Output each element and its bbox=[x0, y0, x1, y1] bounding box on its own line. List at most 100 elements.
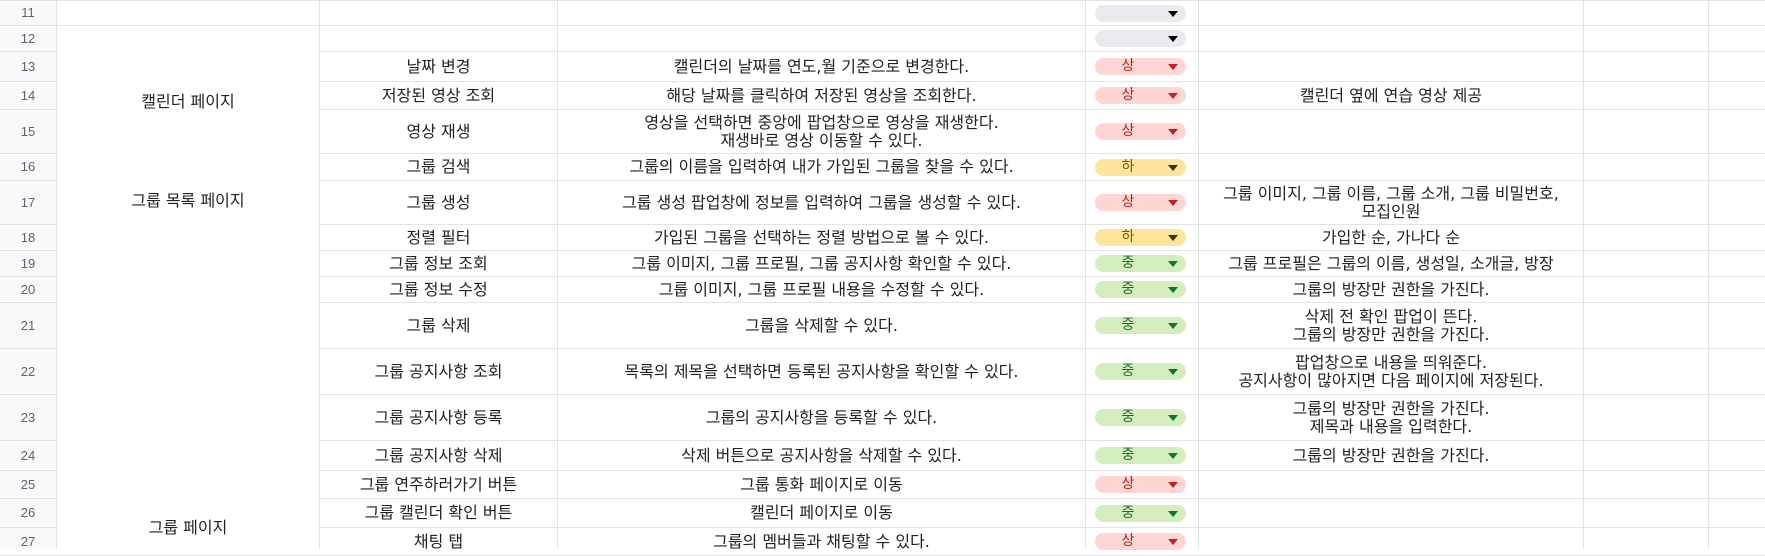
feature-cell[interactable]: 그룹 삭제 bbox=[320, 303, 557, 348]
row-divider bbox=[0, 440, 1765, 441]
description-cell[interactable]: 그룹 통화 페이지로 이동 bbox=[558, 471, 1085, 498]
feature-cell[interactable]: 저장된 영상 조회 bbox=[320, 82, 557, 109]
row-number[interactable]: 16 bbox=[20, 159, 36, 174]
description-cell[interactable]: 삭제 버튼으로 공지사항을 삭제할 수 있다. bbox=[558, 441, 1085, 470]
note-cell[interactable]: 그룹의 방장만 권한을 가진다. 제목과 내용을 입력한다. bbox=[1199, 395, 1583, 440]
description-cell[interactable]: 그룹 생성 팝업창에 정보를 입력하여 그룹을 생성할 수 있다. bbox=[558, 181, 1085, 224]
description-cell-line: 그룹 생성 팝업창에 정보를 입력하여 그룹을 생성할 수 있다. bbox=[621, 192, 1022, 212]
description-cell[interactable]: 그룹 이미지, 그룹 프로필, 그룹 공지사항 확인할 수 있다. bbox=[558, 251, 1085, 276]
description-cell[interactable]: 영상을 선택하면 중앙에 팝업창으로 영상을 재생한다. 재생바로 영상 이동할 … bbox=[558, 110, 1085, 153]
row-number[interactable]: 18 bbox=[20, 230, 36, 245]
description-cell[interactable]: 그룹을 삭제할 수 있다. bbox=[558, 303, 1085, 348]
triangle-down-icon bbox=[1168, 93, 1178, 99]
feature-cell[interactable]: 날짜 변경 bbox=[320, 52, 557, 81]
row-number[interactable]: 27 bbox=[20, 534, 36, 549]
priority-dropdown[interactable]: 중 bbox=[1095, 409, 1186, 426]
row-number[interactable]: 15 bbox=[20, 124, 36, 139]
priority-dropdown[interactable]: 상 bbox=[1095, 533, 1186, 550]
priority-value: 중 bbox=[1121, 317, 1135, 333]
feature-cell[interactable]: 그룹 공지사항 등록 bbox=[320, 395, 557, 440]
row-divider bbox=[0, 498, 1765, 499]
note-cell[interactable]: 캘린더 옆에 연습 영상 제공 bbox=[1199, 82, 1583, 109]
description-cell[interactable]: 캘린더 페이지로 이동 bbox=[558, 499, 1085, 527]
priority-dropdown[interactable]: 중 bbox=[1095, 317, 1186, 334]
priority-dropdown[interactable]: 상 bbox=[1095, 194, 1186, 211]
row-number[interactable]: 22 bbox=[20, 364, 36, 379]
priority-value: 중 bbox=[1121, 363, 1135, 379]
feature-cell[interactable]: 그룹 정보 수정 bbox=[320, 277, 557, 302]
note-cell[interactable]: 팝업창으로 내용을 띄워준다. 공지사항이 많아지면 다음 페이지에 저장된다. bbox=[1199, 349, 1583, 394]
row-number[interactable]: 11 bbox=[21, 5, 35, 20]
row-number[interactable]: 23 bbox=[20, 410, 36, 425]
note-cell[interactable]: 그룹 프로필은 그룹의 이름, 생성일, 소개글, 방장 bbox=[1199, 251, 1583, 276]
description-cell[interactable]: 해당 날짜를 클릭하여 저장된 영상을 조회한다. bbox=[558, 82, 1085, 109]
description-cell[interactable]: 가입된 그룹을 선택하는 정렬 방법으로 볼 수 있다. bbox=[558, 225, 1085, 250]
priority-value: 중 bbox=[1121, 505, 1135, 521]
priority-dropdown[interactable] bbox=[1095, 5, 1186, 22]
description-cell[interactable]: 그룹 이미지, 그룹 프로필 내용을 수정할 수 있다. bbox=[558, 277, 1085, 302]
row-number[interactable]: 25 bbox=[20, 477, 36, 492]
row-divider bbox=[0, 25, 1765, 26]
priority-value: 중 bbox=[1121, 281, 1135, 297]
feature-cell[interactable]: 그룹 공지사항 삭제 bbox=[320, 441, 557, 470]
row-number[interactable]: 13 bbox=[20, 59, 36, 74]
row-number[interactable]: 24 bbox=[20, 448, 36, 463]
note-cell-line: 그룹의 방장만 권한을 가진다. bbox=[1292, 279, 1490, 299]
feature-label: 그룹 삭제 bbox=[406, 315, 471, 335]
feature-label: 그룹 공지사항 조회 bbox=[374, 361, 503, 381]
priority-dropdown[interactable]: 중 bbox=[1095, 505, 1186, 522]
priority-dropdown[interactable]: 중 bbox=[1095, 281, 1186, 298]
triangle-down-icon bbox=[1168, 511, 1178, 517]
priority-value: 상 bbox=[1121, 87, 1135, 103]
priority-dropdown[interactable]: 중 bbox=[1095, 447, 1186, 464]
feature-cell[interactable]: 그룹 정보 조회 bbox=[320, 251, 557, 276]
priority-dropdown[interactable]: 상 bbox=[1095, 123, 1186, 140]
note-cell-line: 그룹의 방장만 권한을 가진다. bbox=[1292, 324, 1490, 344]
feature-cell[interactable]: 그룹 캘린더 확인 버튼 bbox=[320, 499, 557, 527]
feature-cell[interactable]: 정렬 필터 bbox=[320, 225, 557, 250]
priority-dropdown[interactable]: 하 bbox=[1095, 229, 1186, 246]
row-number[interactable]: 14 bbox=[20, 88, 36, 103]
triangle-down-icon bbox=[1168, 261, 1178, 267]
description-cell-line: 그룹을 삭제할 수 있다. bbox=[745, 315, 898, 335]
description-cell-line: 해당 날짜를 클릭하여 저장된 영상을 조회한다. bbox=[666, 85, 977, 105]
feature-label: 그룹 생성 bbox=[406, 192, 471, 212]
description-cell[interactable]: 그룹의 공지사항을 등록할 수 있다. bbox=[558, 395, 1085, 440]
note-cell[interactable]: 그룹 이미지, 그룹 이름, 그룹 소개, 그룹 비밀번호, 모집인원 bbox=[1199, 181, 1583, 224]
note-cell[interactable]: 그룹의 방장만 권한을 가진다. bbox=[1199, 277, 1583, 302]
note-cell[interactable]: 삭제 전 확인 팝업이 뜬다. 그룹의 방장만 권한을 가진다. bbox=[1199, 303, 1583, 348]
priority-dropdown[interactable]: 중 bbox=[1095, 363, 1186, 380]
page-name-cell-group-list[interactable]: 그룹 목록 페이지 bbox=[57, 153, 319, 249]
description-cell[interactable]: 그룹의 멤버들과 채팅할 수 있다. bbox=[558, 528, 1085, 555]
feature-cell[interactable]: 그룹 검색 bbox=[320, 154, 557, 180]
priority-dropdown[interactable]: 중 bbox=[1095, 255, 1186, 272]
note-cell-line: 가입한 순, 가나다 순 bbox=[1321, 227, 1461, 247]
row-number[interactable]: 17 bbox=[20, 195, 36, 210]
note-cell[interactable]: 가입한 순, 가나다 순 bbox=[1199, 225, 1583, 250]
row-number[interactable]: 26 bbox=[20, 505, 36, 520]
description-cell[interactable]: 목록의 제목을 선택하면 등록된 공지사항을 확인할 수 있다. bbox=[558, 349, 1085, 394]
priority-dropdown[interactable]: 상 bbox=[1095, 58, 1186, 75]
note-cell[interactable]: 그룹의 방장만 권한을 가진다. bbox=[1199, 441, 1583, 470]
page-name-cell-calendar[interactable]: 캘린더 페이지 bbox=[57, 51, 319, 152]
priority-dropdown[interactable]: 상 bbox=[1095, 87, 1186, 104]
note-cell-line: 그룹 프로필은 그룹의 이름, 생성일, 소개글, 방장 bbox=[1228, 253, 1554, 273]
row-number[interactable]: 20 bbox=[20, 282, 36, 297]
priority-dropdown[interactable]: 상 bbox=[1095, 476, 1186, 493]
priority-value: 상 bbox=[1121, 58, 1135, 74]
feature-cell[interactable]: 영상 재생 bbox=[320, 110, 557, 153]
description-cell[interactable]: 캘린더의 날짜를 연도,월 기준으로 변경한다. bbox=[558, 52, 1085, 81]
priority-dropdown[interactable] bbox=[1095, 30, 1186, 47]
priority-dropdown[interactable]: 하 bbox=[1095, 159, 1186, 176]
feature-cell[interactable]: 그룹 연주하러가기 버튼 bbox=[320, 471, 557, 498]
feature-cell[interactable]: 그룹 생성 bbox=[320, 181, 557, 224]
page-name-cell-group[interactable]: 그룹 페이지 bbox=[57, 250, 319, 549]
row-number[interactable]: 19 bbox=[20, 256, 36, 271]
description-cell[interactable]: 그룹의 이름을 입력하여 내가 가입된 그룹을 찾을 수 있다. bbox=[558, 154, 1085, 180]
row-number[interactable]: 21 bbox=[20, 318, 36, 333]
feature-cell[interactable]: 그룹 공지사항 조회 bbox=[320, 349, 557, 394]
feature-cell[interactable]: 채팅 탭 bbox=[320, 528, 557, 555]
row-number[interactable]: 12 bbox=[20, 31, 36, 46]
row-divider bbox=[0, 470, 1765, 471]
triangle-down-icon bbox=[1168, 453, 1178, 459]
